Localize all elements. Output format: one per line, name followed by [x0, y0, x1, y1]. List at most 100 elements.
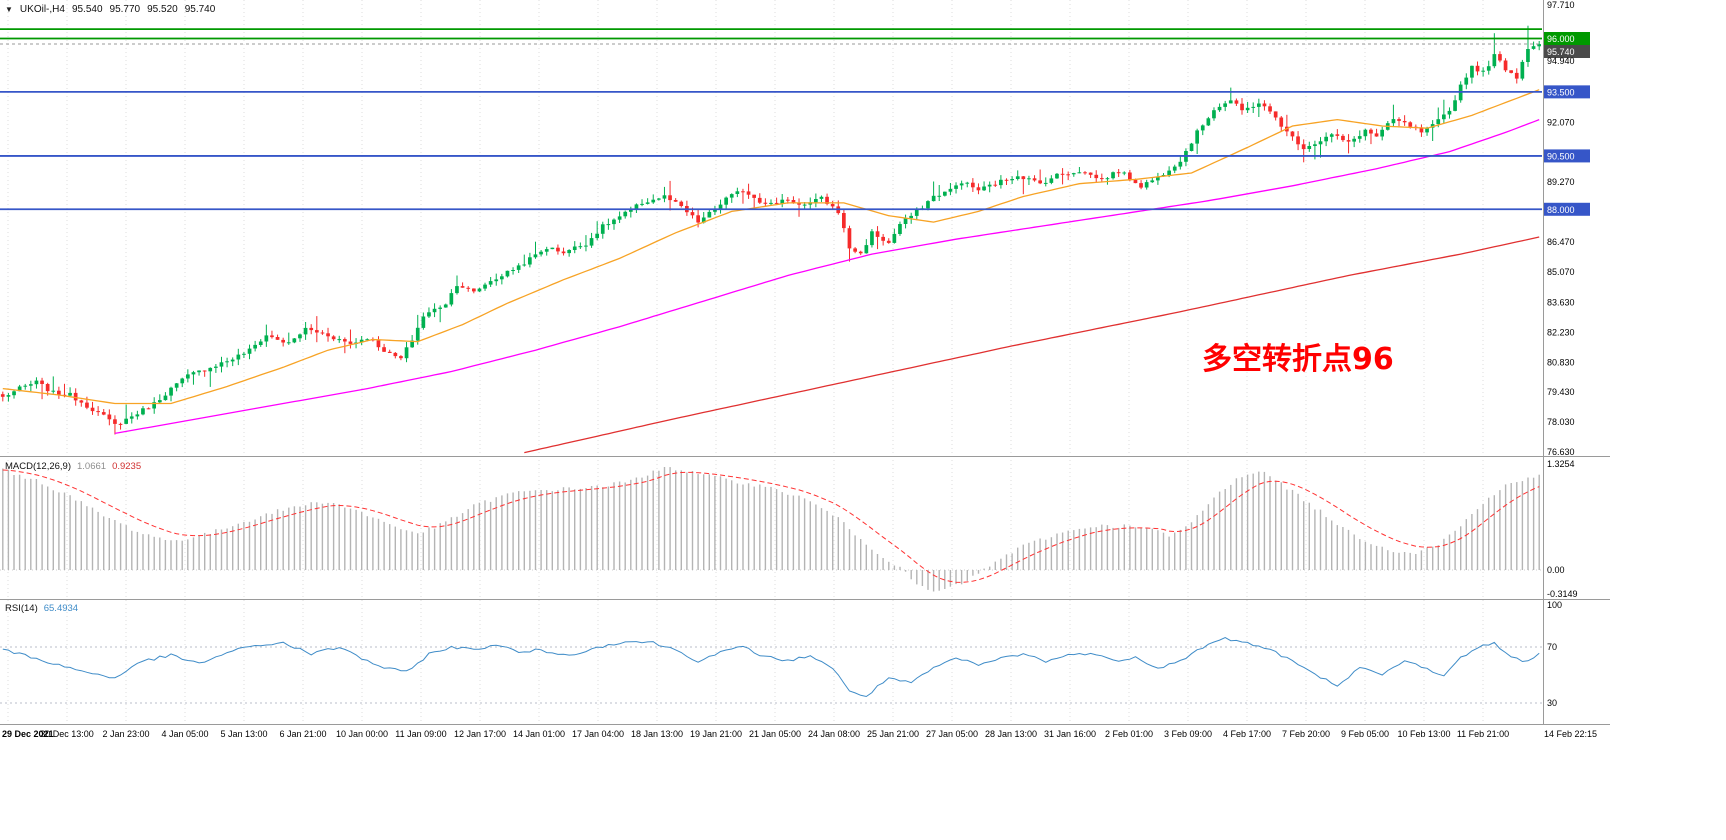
candle-body — [528, 257, 532, 265]
candle-body — [780, 199, 785, 204]
rsi-axis-label: 70 — [1547, 642, 1557, 652]
candle-body — [1290, 131, 1295, 137]
time-axis-label: 28 Jan 13:00 — [985, 729, 1037, 739]
candle-body — [1453, 100, 1457, 111]
candle-body — [163, 395, 168, 401]
candle-body — [23, 385, 28, 387]
candle-body — [1032, 178, 1037, 181]
candle-body — [662, 195, 667, 199]
price-axis[interactable]: 97.710 94.940 92.070 89.270 86.470 85.070 83.6… — [1547, 0, 1575, 457]
candle-body — [819, 196, 824, 199]
candle-body — [937, 195, 942, 197]
time-axis-label: 2 Feb 01:00 — [1105, 729, 1153, 739]
pane-borders — [0, 0, 1610, 725]
macd-header: MACD(12,26,9) 1.0661 0.9235 — [5, 461, 141, 472]
price-axis-label: 80.830 — [1547, 357, 1575, 367]
candle-body — [903, 218, 908, 224]
candle-body — [914, 209, 919, 216]
candle-body — [673, 200, 678, 202]
candle-body — [1301, 144, 1306, 150]
candle-body — [522, 264, 527, 266]
candle-body — [1139, 183, 1143, 188]
macd-axis-label: 0.00 — [1547, 565, 1565, 575]
time-axis-label: 27 Jan 05:00 — [926, 729, 978, 739]
chart-text-annotation[interactable]: 多空转折点96 — [1202, 342, 1394, 377]
candle-body — [584, 245, 588, 247]
candle-body — [186, 374, 190, 379]
candle-body — [292, 338, 297, 343]
candle-body — [427, 312, 431, 317]
candle-body — [875, 231, 880, 237]
candle-body — [34, 380, 39, 385]
candle-body — [1257, 103, 1261, 107]
candle-body — [1430, 124, 1435, 128]
candle-body — [1419, 127, 1424, 133]
candle-body — [101, 412, 106, 415]
candle-body — [432, 308, 437, 313]
candle-body — [1425, 127, 1429, 133]
candle-body — [393, 352, 398, 357]
level-price-badge — [1544, 32, 1590, 46]
time-axis-label: 14 Feb 22:15 — [1544, 729, 1597, 739]
candle-body — [483, 284, 487, 289]
candle-body — [1341, 135, 1345, 141]
time-axis-label: 4 Feb 17:00 — [1223, 729, 1271, 739]
candle-body — [1324, 136, 1328, 142]
candle-body — [208, 367, 213, 372]
candle-body — [1066, 174, 1070, 176]
candle-body — [488, 281, 493, 285]
candle-body — [1122, 172, 1127, 174]
candle-body — [1156, 176, 1160, 181]
price-axis-label: 94.940 — [1547, 56, 1575, 66]
price-axis-label: 92.070 — [1547, 117, 1575, 127]
candle-body — [791, 200, 796, 203]
candle-body — [870, 231, 874, 246]
time-axis-label: 5 Jan 13:00 — [220, 729, 267, 739]
candle-body — [1150, 180, 1155, 183]
candle-body — [1172, 166, 1177, 171]
candle-body — [197, 370, 201, 373]
candle-body — [1273, 111, 1278, 118]
candle-body — [1335, 134, 1340, 136]
candle-body — [320, 332, 325, 334]
candle-body — [1352, 138, 1356, 142]
candle-body — [1228, 100, 1233, 104]
time-axis-label: 31 Jan 16:00 — [1044, 729, 1096, 739]
candle-body — [96, 411, 100, 413]
candle-body — [1531, 46, 1536, 49]
candle-body — [57, 390, 61, 395]
candle-body — [763, 202, 768, 204]
candle-body — [376, 340, 381, 348]
candle-body — [617, 216, 622, 220]
time-axis-label: 14 Jan 01:00 — [513, 729, 565, 739]
time-axis-label: 25 Jan 21:00 — [867, 729, 919, 739]
candle-body — [976, 187, 981, 191]
candle-body — [45, 384, 50, 392]
candle-body — [1397, 119, 1401, 121]
candle-body — [741, 191, 745, 193]
ohlc-header: ▼ UKOil-,H4 95.540 95.770 95.520 95.740 — [5, 4, 215, 15]
candle-body — [1189, 143, 1194, 151]
macd-signal-line — [2, 469, 1540, 583]
level-price-badge-label: 93.500 — [1547, 87, 1575, 97]
candle-body — [987, 184, 992, 187]
candle-body — [746, 191, 751, 195]
candle-body — [640, 203, 644, 205]
candle-body — [1206, 118, 1211, 126]
chart-menu-triangle-icon[interactable]: ▼ — [5, 5, 13, 14]
candle-body — [286, 342, 291, 344]
candle-body — [556, 247, 560, 252]
candle-body — [348, 341, 353, 344]
candle-body — [85, 402, 89, 408]
candle-body — [842, 213, 846, 229]
candle-body — [1526, 49, 1530, 62]
candle-body — [965, 182, 970, 184]
current-price-badge — [1544, 45, 1590, 59]
ma-slow-red — [524, 236, 1540, 454]
candle-body — [1100, 178, 1104, 180]
candle-body — [853, 248, 857, 252]
horizontal-level-lines[interactable]: 96.000 93.500 90.500 88.000 — [0, 28, 1590, 216]
